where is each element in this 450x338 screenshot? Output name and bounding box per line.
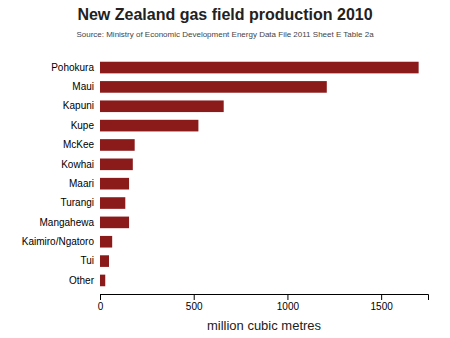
y-axis: Pohokura Maui Kapuni Kupe McKee Kowhai Maari Tu… xyxy=(22,55,101,295)
y-tick: Kowhai xyxy=(61,159,100,170)
bar xyxy=(100,139,135,151)
x-tick: 1500 xyxy=(371,294,394,312)
y-axis-line xyxy=(100,55,101,295)
bar xyxy=(100,275,105,287)
y-tick-label: Kowhai xyxy=(61,159,94,170)
bar xyxy=(100,217,129,229)
y-tick: Other xyxy=(69,275,100,286)
y-tick-label: Pohokura xyxy=(51,62,94,73)
y-tick: McKee xyxy=(63,139,100,150)
y-tick: Maari xyxy=(69,178,100,189)
bar xyxy=(100,255,109,267)
y-tick: Kapuni xyxy=(63,100,100,111)
y-tick: Tui xyxy=(80,255,100,266)
chart: New Zealand gas field production 2010 Sou… xyxy=(0,0,450,338)
subtitle: Source: Ministry of Economic Development… xyxy=(76,30,374,39)
y-tick-label: Kapuni xyxy=(63,100,94,111)
y-tick: Maui xyxy=(72,81,100,92)
bar xyxy=(100,100,224,112)
x-tick-mark xyxy=(194,294,195,300)
y-tick-label: Tui xyxy=(80,255,94,266)
bar xyxy=(100,120,198,132)
bar xyxy=(100,178,129,190)
x-tick-label: 500 xyxy=(186,301,203,312)
x-axis: 0 500 1000 1500 xyxy=(98,294,429,312)
bars xyxy=(100,62,419,287)
y-tick-label: Kupe xyxy=(71,120,95,131)
x-axis-title: million cubic metres xyxy=(207,318,322,333)
y-tick-label: Maari xyxy=(69,178,94,189)
bar xyxy=(100,236,112,248)
x-tick: 500 xyxy=(186,294,203,312)
bar xyxy=(100,197,125,209)
bar xyxy=(100,62,419,74)
x-axis-line xyxy=(101,295,429,301)
x-tick-label: 1000 xyxy=(277,301,300,312)
y-tick: Pohokura xyxy=(51,62,100,73)
x-tick: 0 xyxy=(98,294,104,312)
y-tick-label: McKee xyxy=(63,139,95,150)
bar xyxy=(100,81,327,93)
y-tick: Kaimiro/Ngatoro xyxy=(22,236,100,247)
plot: 0 500 1000 1500 Pohokura Maui Kapuni Kupe McKee K… xyxy=(22,55,429,313)
x-tick-label: 1500 xyxy=(371,301,394,312)
bar xyxy=(100,159,133,171)
x-tick-mark xyxy=(100,294,101,300)
x-tick-mark xyxy=(381,294,382,300)
y-tick-label: Turangi xyxy=(60,197,94,208)
x-tick: 1000 xyxy=(277,294,300,312)
x-tick-label: 0 xyxy=(98,301,104,312)
y-tick: Kupe xyxy=(71,120,100,131)
x-tick-mark xyxy=(287,294,288,300)
y-tick-label: Maui xyxy=(72,81,94,92)
y-tick: Mangahewa xyxy=(40,217,100,228)
y-tick: Turangi xyxy=(60,197,100,208)
y-tick-label: Mangahewa xyxy=(40,217,95,228)
y-tick-label: Other xyxy=(69,275,95,286)
title: New Zealand gas field production 2010 xyxy=(77,6,372,23)
y-tick-label: Kaimiro/Ngatoro xyxy=(22,236,95,247)
